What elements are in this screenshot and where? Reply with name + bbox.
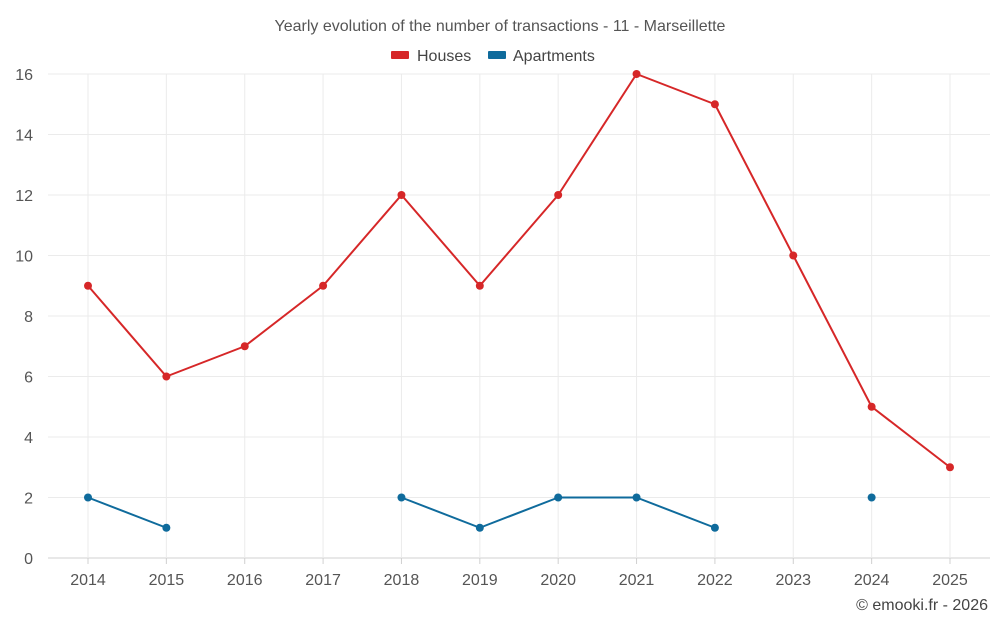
x-tick-label: 2020 — [540, 572, 576, 589]
data-point-houses — [867, 402, 876, 411]
data-point-apartments — [397, 493, 406, 502]
data-point-apartments — [554, 493, 563, 502]
data-point-houses — [710, 100, 719, 109]
data-point-apartments — [867, 493, 876, 502]
series-houses — [84, 70, 954, 472]
y-tick-label: 10 — [15, 249, 33, 266]
x-tick-label: 2016 — [227, 572, 263, 589]
data-point-houses — [946, 463, 954, 472]
legend-label-houses: Houses — [417, 48, 471, 65]
x-tick-label: 2025 — [932, 572, 968, 589]
y-tick-label: 6 — [24, 370, 33, 387]
x-tick-label: 2019 — [462, 572, 498, 589]
legend-label-apartments: Apartments — [513, 48, 595, 65]
data-point-houses — [319, 281, 328, 290]
data-point-houses — [240, 342, 249, 351]
data-point-houses — [475, 281, 484, 290]
data-point-houses — [789, 251, 798, 260]
data-point-houses — [632, 70, 641, 78]
y-tick-label: 14 — [15, 128, 33, 145]
y-tick-label: 0 — [24, 551, 33, 568]
x-tick-label: 2018 — [384, 572, 420, 589]
x-axis-ticks: 2014 2015 2016 2017 2018 2019 2020 2021 2022 2023… — [70, 572, 968, 589]
y-tick-label: 2 — [24, 491, 33, 508]
series-apartments — [84, 493, 876, 532]
x-tick-label: 2017 — [305, 572, 341, 589]
series-line-houses — [87, 73, 951, 469]
data-point-apartments — [632, 493, 641, 502]
data-point-houses — [554, 191, 563, 199]
series-layer — [84, 70, 954, 532]
y-tick-label: 12 — [15, 188, 33, 205]
data-point-apartments — [475, 523, 484, 532]
data-point-apartments — [710, 523, 719, 532]
y-tick-label: 4 — [24, 430, 33, 447]
legend: Houses Apartments — [391, 48, 595, 65]
data-point-apartments — [162, 523, 171, 532]
x-tick-label: 2023 — [775, 572, 811, 589]
data-point-houses — [397, 191, 406, 199]
x-tick-label: 2014 — [70, 572, 106, 589]
y-axis-ticks: 0 2 4 6 8 10 12 14 16 — [15, 67, 33, 568]
x-tick-label: 2021 — [619, 572, 655, 589]
grid — [48, 73, 990, 564]
data-point-houses — [84, 281, 92, 290]
y-tick-label: 16 — [15, 67, 33, 84]
legend-swatch-apartments — [488, 51, 506, 59]
x-tick-label: 2015 — [149, 572, 185, 589]
legend-swatch-houses — [391, 51, 409, 59]
data-point-houses — [162, 372, 171, 381]
y-tick-label: 8 — [24, 309, 33, 326]
credit-text: © emooki.fr - 2026 — [856, 597, 988, 614]
chart-title: Yearly evolution of the number of transa… — [275, 18, 726, 35]
x-tick-label: 2024 — [854, 572, 890, 589]
x-tick-label: 2022 — [697, 572, 733, 589]
series-line-apartments — [87, 496, 168, 529]
data-point-apartments — [84, 493, 92, 502]
